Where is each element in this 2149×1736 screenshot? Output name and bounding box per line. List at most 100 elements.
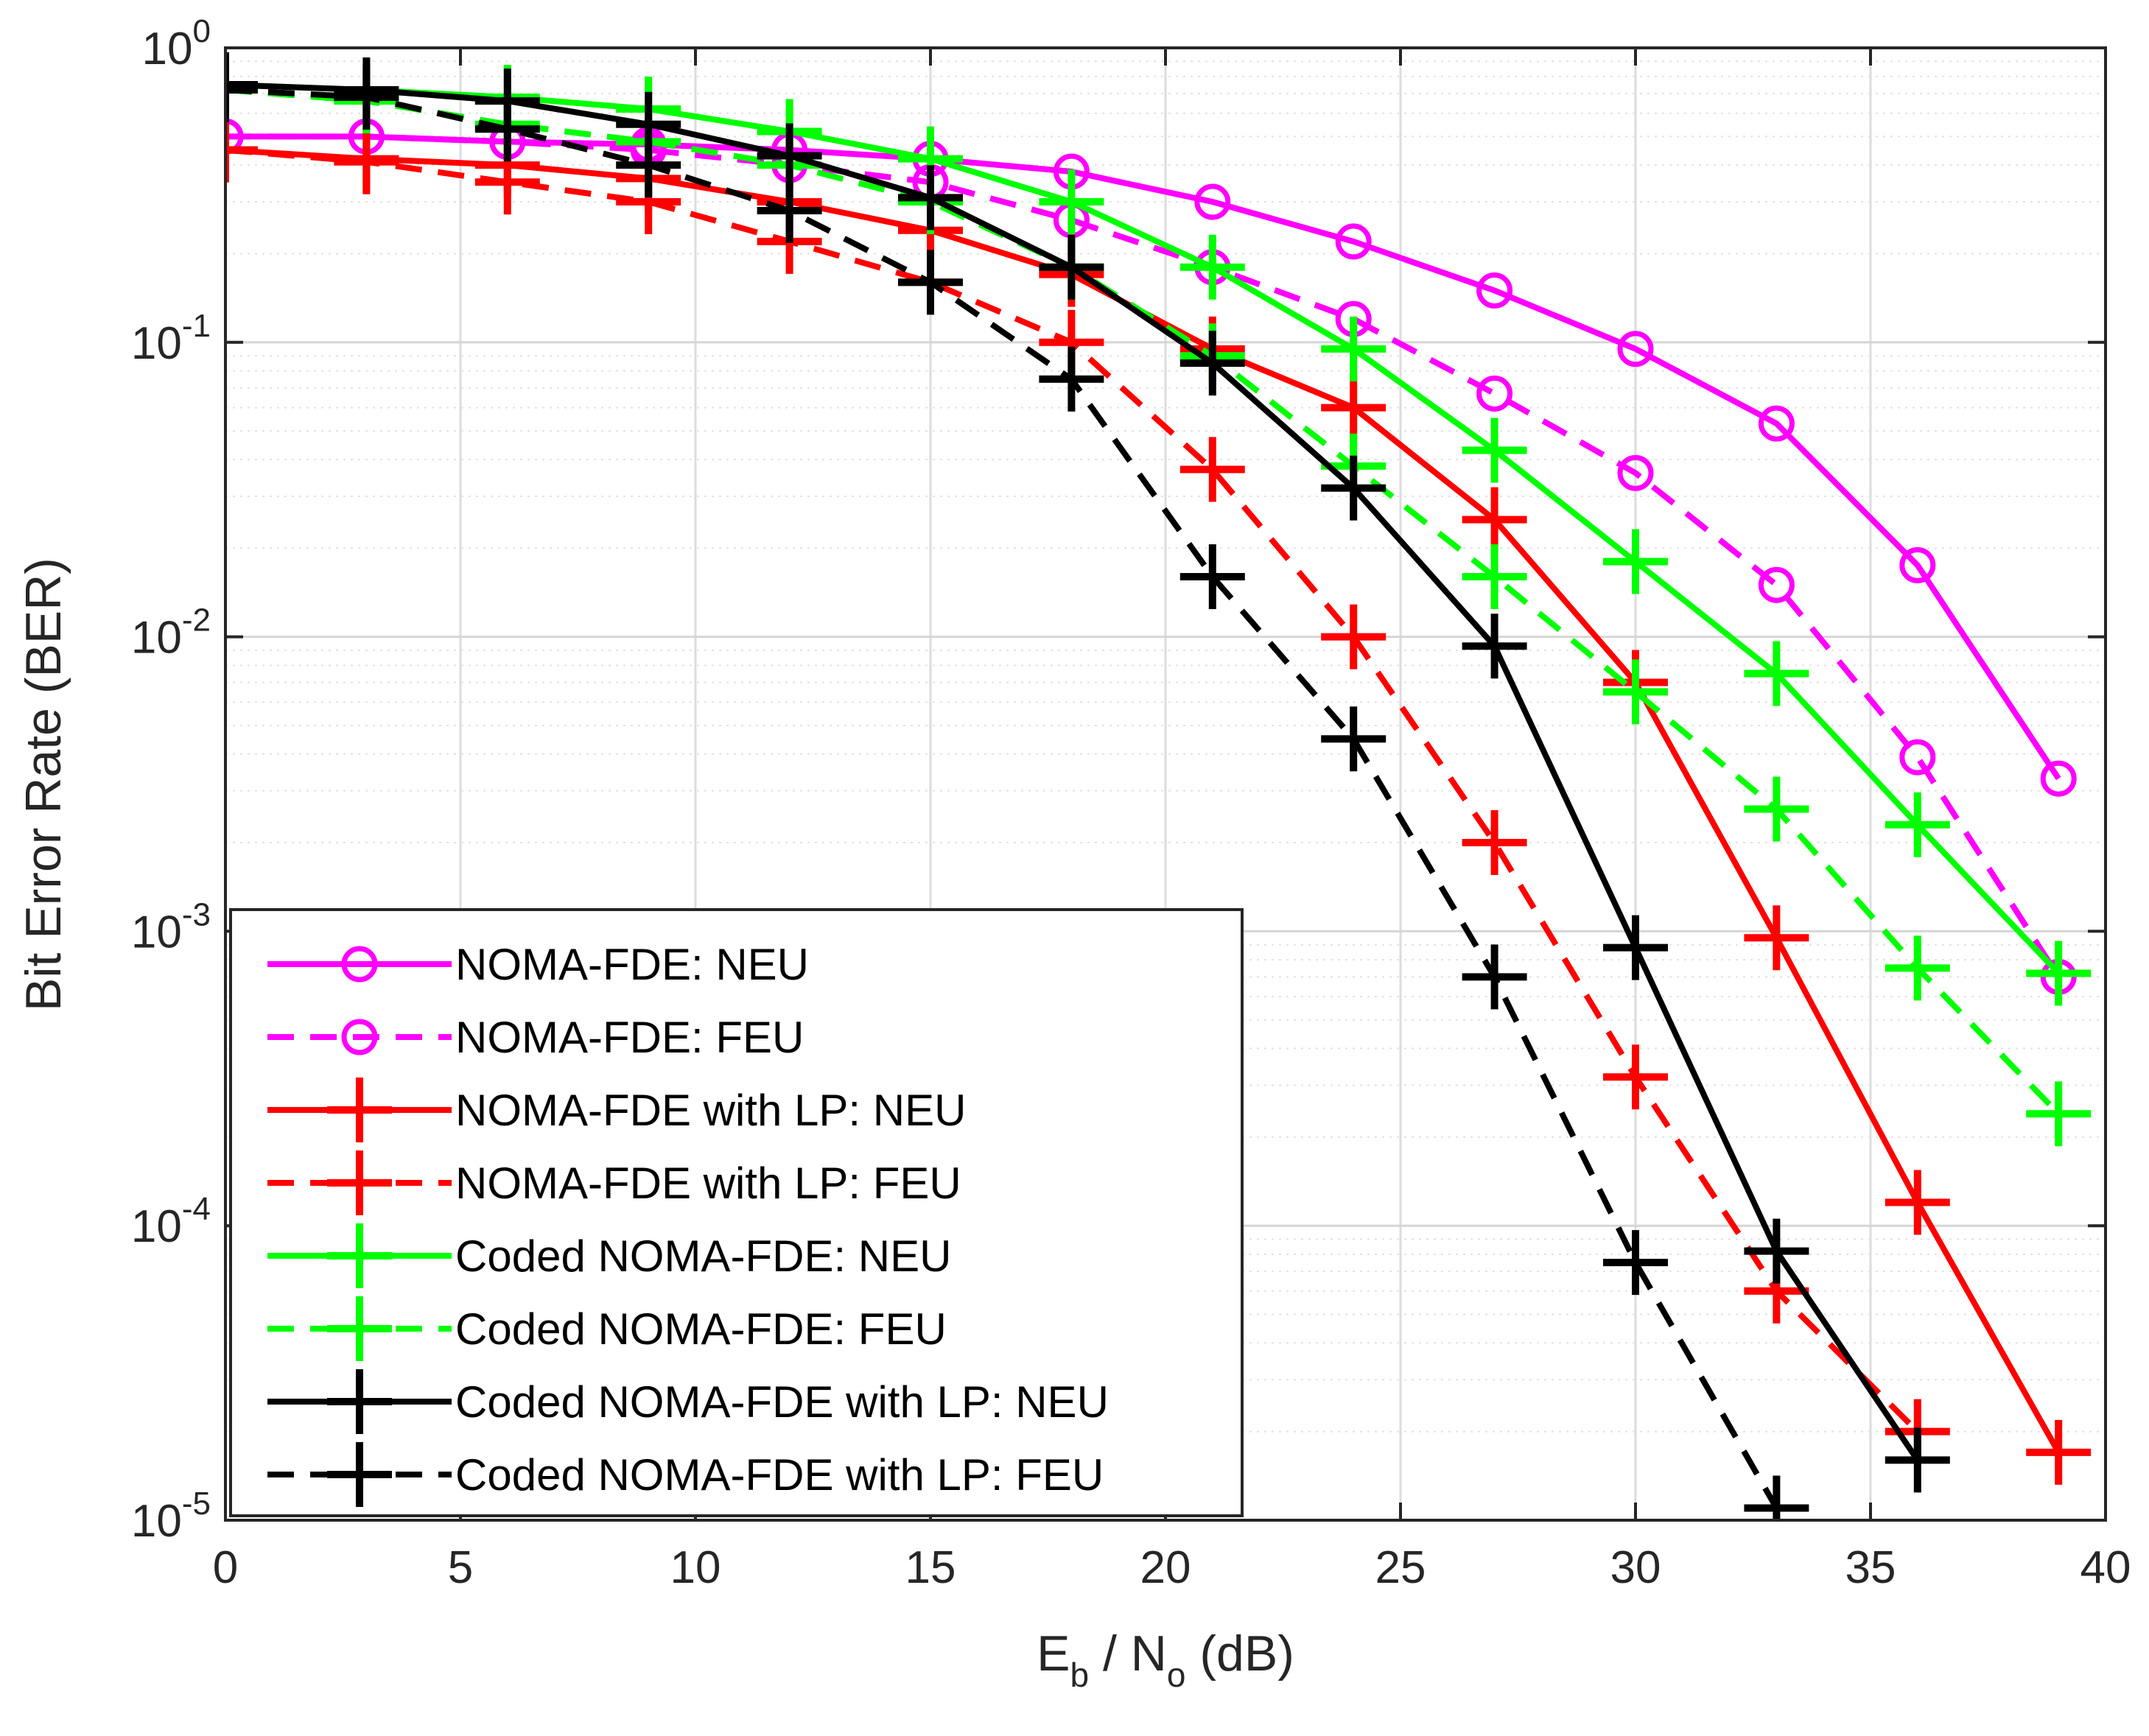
data-point	[757, 178, 822, 244]
y-tick-label: 10-4	[131, 1191, 211, 1252]
legend-marker	[327, 1369, 392, 1434]
legend[interactable]: NOMA-FDE: NEU NOMA-FDE: FEU NOMA-FDE with …	[229, 908, 1244, 1517]
legend-marker	[327, 1078, 392, 1142]
y-tick-exponent: -2	[182, 602, 211, 639]
data-point	[2026, 1419, 2092, 1485]
data-point	[1462, 944, 1527, 1010]
data-point	[1321, 706, 1386, 772]
data-point	[1885, 1427, 1950, 1493]
data-point	[2040, 760, 2077, 797]
legend-label: NOMA-FDE: FEU	[455, 1013, 804, 1062]
legend-label: NOMA-FDE: NEU	[455, 940, 809, 989]
legend-label: Coded NOMA-FDE with LP: FEU	[455, 1450, 1104, 1500]
x-label-sub-b: b	[1070, 1656, 1090, 1694]
x-axis-label: Eb / No (dB)	[1037, 1626, 1294, 1694]
data-point	[474, 96, 540, 162]
series-8	[225, 57, 1809, 1520]
legend-item[interactable]: Coded NOMA-FDE: FEU	[267, 1296, 947, 1361]
x-label-e: E	[1037, 1626, 1070, 1681]
data-point	[1744, 1475, 1809, 1520]
y-tick-base: 10	[142, 24, 193, 74]
data-point	[1476, 272, 1513, 309]
y-tick-base: 10	[131, 1201, 182, 1252]
y-tick-label: 100	[142, 13, 211, 74]
data-point	[1321, 375, 1386, 440]
x-tick-label: 20	[1140, 1542, 1191, 1593]
data-point	[2026, 941, 2092, 1006]
y-tick-base: 10	[131, 1496, 182, 1547]
data-point	[1885, 935, 1950, 1001]
data-point	[1603, 529, 1668, 594]
data-point	[1758, 566, 1795, 603]
data-point	[1603, 1044, 1668, 1110]
legend-item[interactable]: NOMA-FDE with LP: NEU	[267, 1078, 966, 1142]
x-tick-label: 15	[905, 1542, 956, 1593]
data-point	[1885, 1170, 1950, 1235]
y-tick-label: 10-1	[131, 308, 211, 369]
legend-item[interactable]: Coded NOMA-FDE: NEU	[267, 1223, 951, 1288]
legend-label: Coded NOMA-FDE: NEU	[455, 1231, 951, 1281]
legend-item[interactable]: Coded NOMA-FDE with LP: NEU	[267, 1369, 1109, 1434]
data-point	[1462, 487, 1527, 552]
data-point	[1194, 183, 1231, 220]
data-point	[616, 133, 681, 198]
data-point	[1462, 614, 1527, 679]
x-tick-label: 5	[448, 1542, 473, 1593]
legend-item[interactable]: NOMA-FDE: FEU	[267, 1013, 804, 1062]
legend-item[interactable]: Coded NOMA-FDE with LP: FEU	[267, 1442, 1104, 1507]
series-line	[225, 133, 2061, 979]
data-point	[1744, 905, 1809, 971]
data-point	[1603, 659, 1668, 725]
y-tick-exponent: -4	[182, 1191, 211, 1227]
data-point	[1179, 544, 1245, 609]
y-tick-base: 10	[131, 907, 182, 957]
x-tick-label: 10	[670, 1542, 721, 1593]
legend-marker	[327, 1442, 392, 1507]
data-point	[1899, 739, 1936, 776]
x-label-unit: (dB)	[1185, 1626, 1294, 1681]
data-point	[225, 117, 258, 183]
data-point	[1758, 405, 1795, 442]
y-tick-label: 10-5	[131, 1486, 211, 1547]
legend-label: NOMA-FDE with LP: FEU	[455, 1159, 961, 1208]
y-tick-exponent: 0	[193, 13, 211, 49]
x-tick-label: 25	[1375, 1542, 1426, 1593]
data-point	[1603, 1230, 1668, 1296]
y-axis-label: Bit Error Rate (BER)	[15, 558, 71, 1011]
data-point	[1885, 792, 1950, 857]
data-point	[1476, 375, 1513, 412]
legend-label: Coded NOMA-FDE: FEU	[455, 1304, 947, 1354]
data-point	[757, 123, 822, 189]
data-point	[1321, 316, 1386, 382]
data-point	[1179, 331, 1245, 396]
data-point	[334, 64, 399, 130]
legend-item[interactable]: NOMA-FDE with LP: FEU	[267, 1150, 961, 1215]
x-tick-label: 30	[1610, 1542, 1661, 1593]
legend-marker	[341, 946, 378, 983]
legend-item[interactable]: NOMA-FDE: NEU	[267, 940, 809, 989]
legend-marker	[327, 1223, 392, 1288]
data-point	[1603, 915, 1668, 980]
data-point	[225, 52, 258, 117]
data-point	[1039, 234, 1104, 300]
data-point	[1617, 331, 1654, 368]
series-layer	[225, 52, 2092, 1520]
legend-box	[229, 908, 1244, 1517]
series-line	[225, 87, 1779, 1510]
y-tick-exponent: -3	[182, 896, 211, 932]
data-point	[1462, 418, 1527, 483]
data-point	[1039, 346, 1104, 412]
y-tick-exponent: -1	[182, 308, 211, 344]
data-point	[334, 129, 399, 194]
y-tick-exponent: -5	[182, 1486, 211, 1522]
data-point	[1179, 234, 1245, 300]
data-point	[1744, 1218, 1809, 1284]
data-point	[1899, 547, 1936, 583]
data-point	[1039, 169, 1104, 235]
data-point	[1462, 810, 1527, 876]
legend-label: NOMA-FDE with LP: NEU	[455, 1086, 966, 1135]
legend-marker	[327, 1296, 392, 1361]
legend-label: Coded NOMA-FDE with LP: NEU	[455, 1377, 1109, 1427]
